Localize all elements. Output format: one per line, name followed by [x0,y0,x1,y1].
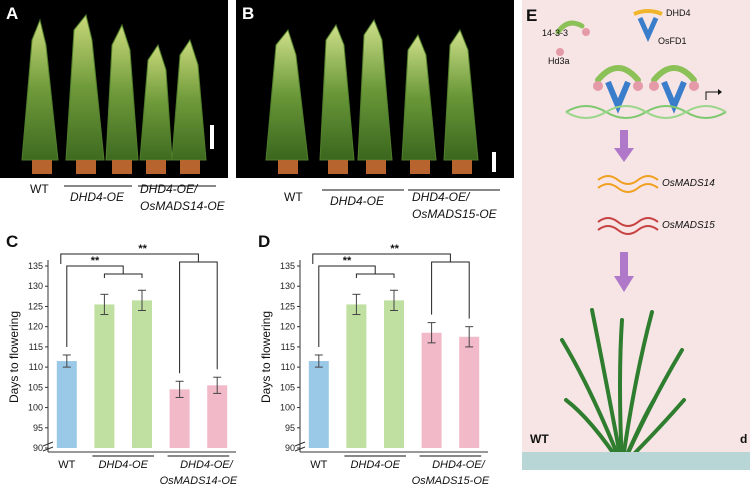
significance-label: ** [390,243,399,255]
y-tick-label: 105 [280,382,295,392]
panel-b-photo: B [236,0,514,178]
panel-letter-d: D [258,232,271,251]
bar [308,361,329,448]
y-tick-label: 130 [280,281,295,291]
y-tick-label: 95 [33,423,43,433]
y-tick-label: 120 [28,322,43,332]
bar [94,304,115,448]
x-tick-label: WT [58,459,75,471]
x-tick-label: OsMADS15-OE [412,475,490,487]
label-b-wt: WT [284,190,303,204]
label-b-dhd4-slash: DHD4-OE/ [412,190,470,204]
y-axis-label: Days to flowering [7,311,21,403]
label-a-wt: WT [30,182,49,196]
gene-label-osmads14: OsMADS14 [662,178,715,189]
x-tick-label: DHD4-OE [98,459,148,471]
chart-c: 90 95 100 105 110 115 120 125 130 135 Days to flow… [7,243,238,487]
y-tick-label: 100 [280,403,295,413]
y-tick-label: 100 [28,403,43,413]
significance-label: ** [91,255,100,267]
scale-bar [210,125,214,149]
significance-bracket [66,265,124,348]
axis-break [294,441,306,452]
y-tick-label: 125 [28,301,43,311]
protein-label-14-3-3: 14-3-3 [542,28,569,38]
bar [169,389,190,448]
y-tick-label: 110 [29,362,43,372]
y-tick-label: 95 [285,423,295,433]
x-tick-label: DHD4-OE [350,459,400,471]
label-b-dhd4: DHD4-OE [330,194,385,208]
significance-bracket [103,273,143,278]
scale-bar [492,152,496,172]
rice-plants-photo-a [21,13,214,174]
mechanism-diagram [522,9,750,470]
label-a-dhd4: DHD4-OE [70,190,125,204]
bar [346,304,367,448]
bar [459,336,480,448]
label-b-osmads15: OsMADS15-OE [412,207,497,221]
panel-e: E [522,0,750,470]
significance-bracket [431,261,470,319]
y-tick-label: 115 [29,342,43,352]
bar [132,300,152,448]
panel-letter-c: C [6,232,19,251]
protein-label-osfd1: OsFD1 [658,36,687,46]
label-b-brackets [322,189,500,191]
y-tick-label: 135 [280,261,295,271]
protein-label-hd3a: Hd3a [548,56,570,66]
panel-letter-b: B [242,4,255,23]
label-a-osmads14: OsMADS14-OE [140,199,225,213]
significance-bracket [179,261,218,374]
wt-label: WT [530,432,549,446]
bar [384,300,404,448]
y-tick-label: 105 [28,382,43,392]
right-edge-label: d [740,432,748,446]
significance-bracket [312,253,451,264]
bar [56,361,77,448]
label-a-brackets [64,185,216,187]
significance-bracket [318,265,376,348]
bar [207,385,228,448]
x-tick-label: WT [310,459,327,471]
y-tick-label: 90 [285,443,295,453]
significance-label: ** [343,255,352,267]
y-axis-label: Days to flowering [259,311,273,403]
chart-d: 90 95 100 105 110 115 120 125 130 135 Days to flow… [259,243,490,487]
significance-label: ** [138,243,147,255]
y-tick-label: 130 [28,281,43,291]
y-tick-label: 125 [280,301,295,311]
panel-letter-e: E [526,6,538,25]
x-tick-label: DHD4-OE/ [432,459,486,471]
bar [421,332,442,448]
gene-label-osmads15: OsMADS15 [662,220,715,231]
y-tick-label: 135 [28,261,43,271]
y-tick-label: 115 [281,342,295,352]
y-tick-label: 90 [33,443,43,453]
x-tick-label: OsMADS14-OE [160,475,238,487]
significance-bracket [60,253,199,264]
significance-bracket [355,273,395,278]
protein-label-dhd4: DHD4 [666,8,691,18]
y-tick-label: 120 [280,322,295,332]
rice-plants-photo-b [265,18,496,174]
axis-break [42,441,54,452]
panel-a-photo: A [0,0,228,178]
y-tick-label: 110 [281,362,295,372]
x-tick-label: DHD4-OE/ [180,459,234,471]
panel-letter-a: A [6,4,19,23]
